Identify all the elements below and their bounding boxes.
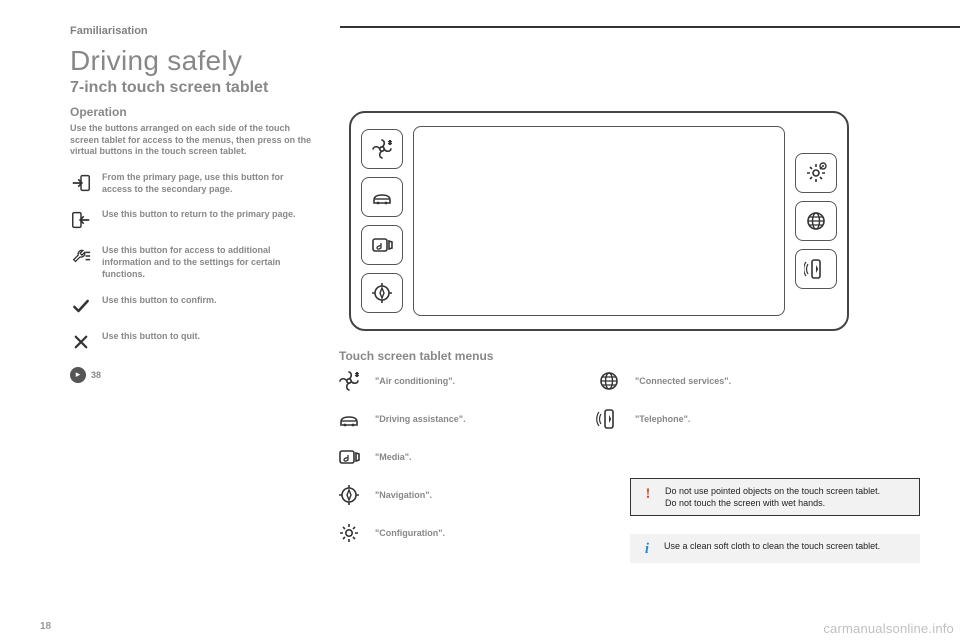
menu-connected: "Connected services". (595, 369, 825, 393)
header-rule (340, 26, 960, 28)
menu-label: "Media". (375, 452, 412, 462)
tablet-btn-media (361, 225, 403, 265)
gear-icon (335, 521, 363, 545)
menu-driving: "Driving assistance". (335, 407, 565, 431)
tablet-btn-phone (795, 249, 837, 289)
page-reference: ▸ 38 (70, 367, 315, 383)
menu-label: "Configuration". (375, 528, 445, 538)
media-icon (335, 445, 363, 469)
tablet-btn-config (795, 153, 837, 193)
operation-heading: Operation (70, 105, 315, 119)
watermark: carmanualsonline.info (823, 621, 954, 636)
tablet-right-buttons (795, 153, 837, 289)
tablet-btn-nav (361, 273, 403, 313)
instruction-text: Use this button to return to the primary… (102, 209, 296, 221)
menu-label: "Air conditioning". (375, 376, 455, 386)
check-icon (70, 295, 92, 317)
instruction-secondary-page: From the primary page, use this button f… (70, 172, 315, 195)
wrench-list-icon (70, 245, 92, 267)
cross-icon (70, 331, 92, 353)
info-callout: i Use a clean soft cloth to clean the to… (630, 534, 920, 563)
menu-media: "Media". (335, 445, 565, 469)
tablet-btn-ac (361, 129, 403, 169)
menu-config: "Configuration". (335, 521, 565, 545)
menus-heading: Touch screen tablet menus (339, 349, 920, 363)
menu-phone: "Telephone". (595, 407, 825, 431)
play-icon: ▸ (70, 367, 86, 383)
instruction-primary-page: Use this button to return to the primary… (70, 209, 315, 231)
page-title: Driving safely (70, 45, 920, 77)
menu-nav: "Navigation". (335, 483, 565, 507)
warning-callout: ! Do not use pointed objects on the touc… (630, 478, 920, 516)
info-text: Use a clean soft cloth to clean the touc… (664, 540, 880, 552)
arrow-out-icon (70, 209, 92, 231)
instruction-text: Use this button to confirm. (102, 295, 217, 307)
instruction-confirm: Use this button to confirm. (70, 295, 315, 317)
illustration-column: Touch screen tablet menus "Air condition… (335, 105, 920, 559)
instruction-text: Use this button for access to additional… (102, 245, 315, 280)
page-ref-number: 38 (91, 370, 101, 380)
tablet-btn-driving (361, 177, 403, 217)
instruction-quit: Use this button to quit. (70, 331, 315, 353)
menu-label: "Driving assistance". (375, 414, 466, 424)
phone-icon (595, 407, 623, 431)
instruction-settings: Use this button for access to additional… (70, 245, 315, 280)
instruction-text: From the primary page, use this button f… (102, 172, 315, 195)
menu-ac: "Air conditioning". (335, 369, 565, 393)
tablet-illustration (349, 111, 849, 331)
operation-intro: Use the buttons arranged on each side of… (70, 123, 315, 158)
menus-left-col: "Air conditioning". "Driving assistance"… (335, 369, 565, 559)
menu-label: "Telephone". (635, 414, 690, 424)
page-subtitle: 7-inch touch screen tablet (70, 79, 920, 97)
globe-icon (595, 369, 623, 393)
warning-mark-icon: ! (641, 487, 655, 502)
tablet-btn-connected (795, 201, 837, 241)
arrow-in-icon (70, 172, 92, 194)
info-mark-icon: i (640, 542, 654, 557)
compass-icon (335, 483, 363, 507)
car-icon (335, 407, 363, 431)
fan-icon (335, 369, 363, 393)
warning-text: Do not use pointed objects on the touch … (665, 485, 880, 509)
tablet-screen (413, 126, 785, 316)
menu-label: "Connected services". (635, 376, 731, 386)
menu-label: "Navigation". (375, 490, 432, 500)
page-number: 18 (40, 621, 51, 632)
instruction-text: Use this button to quit. (102, 331, 200, 343)
operation-column: Operation Use the buttons arranged on ea… (70, 105, 315, 559)
tablet-left-buttons (361, 129, 403, 313)
